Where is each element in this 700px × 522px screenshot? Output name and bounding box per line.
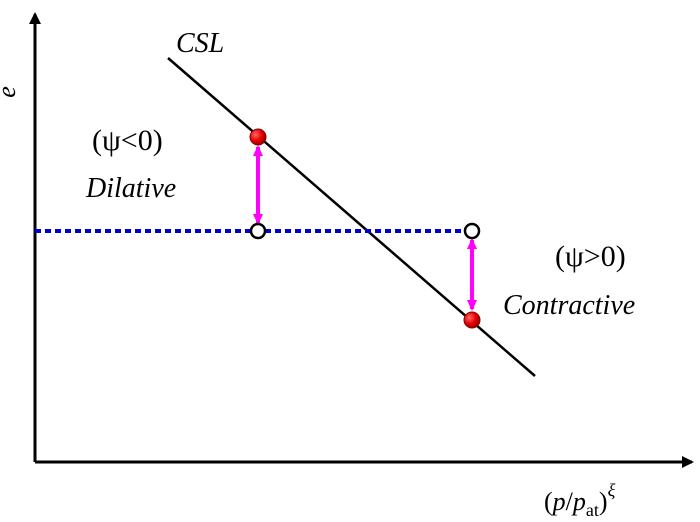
x-label-close: ) xyxy=(599,487,608,516)
csl-line xyxy=(168,58,535,376)
x-label-open: ( xyxy=(544,487,553,516)
x-axis-label: (p/pat)ξ xyxy=(544,480,616,520)
x-label-subscript: at xyxy=(586,500,599,520)
contractive-label: Contractive xyxy=(503,290,635,321)
dilative-state-label: (ψ<0) xyxy=(92,124,163,157)
dilative-csl-point xyxy=(250,129,266,145)
csl-label: CSL xyxy=(176,28,224,59)
contractive-open-point xyxy=(465,224,479,238)
dilative-open-point xyxy=(251,224,265,238)
dilative-label: Dilative xyxy=(85,173,176,204)
x-label-superscript: ξ xyxy=(608,480,616,500)
contractive-csl-point xyxy=(464,312,480,328)
x-label-p: p xyxy=(551,487,566,516)
y-axis-label: e xyxy=(0,86,21,98)
contractive-state-label: (ψ>0) xyxy=(555,240,626,273)
x-label-p2: p xyxy=(571,487,586,516)
